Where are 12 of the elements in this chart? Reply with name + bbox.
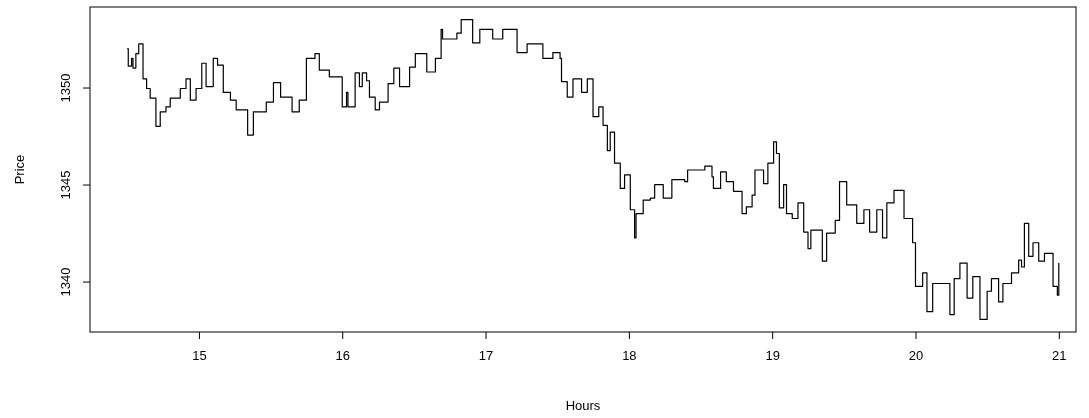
x-tick-label: 19 <box>765 348 780 364</box>
y-tick-label: 1350 <box>58 73 73 103</box>
x-tick-label: 17 <box>478 348 494 364</box>
x-tick-label: 15 <box>192 348 207 364</box>
x-tick-label: 21 <box>1052 348 1067 364</box>
x-tick-label: 20 <box>908 348 924 364</box>
x-tick-label: 18 <box>622 348 637 364</box>
x-axis-title: Hours <box>565 398 601 413</box>
x-tick-label: 16 <box>335 348 350 364</box>
y-tick-label: 1340 <box>58 267 73 297</box>
y-axis-title: Price <box>12 154 27 185</box>
y-tick-label: 1345 <box>58 170 73 200</box>
